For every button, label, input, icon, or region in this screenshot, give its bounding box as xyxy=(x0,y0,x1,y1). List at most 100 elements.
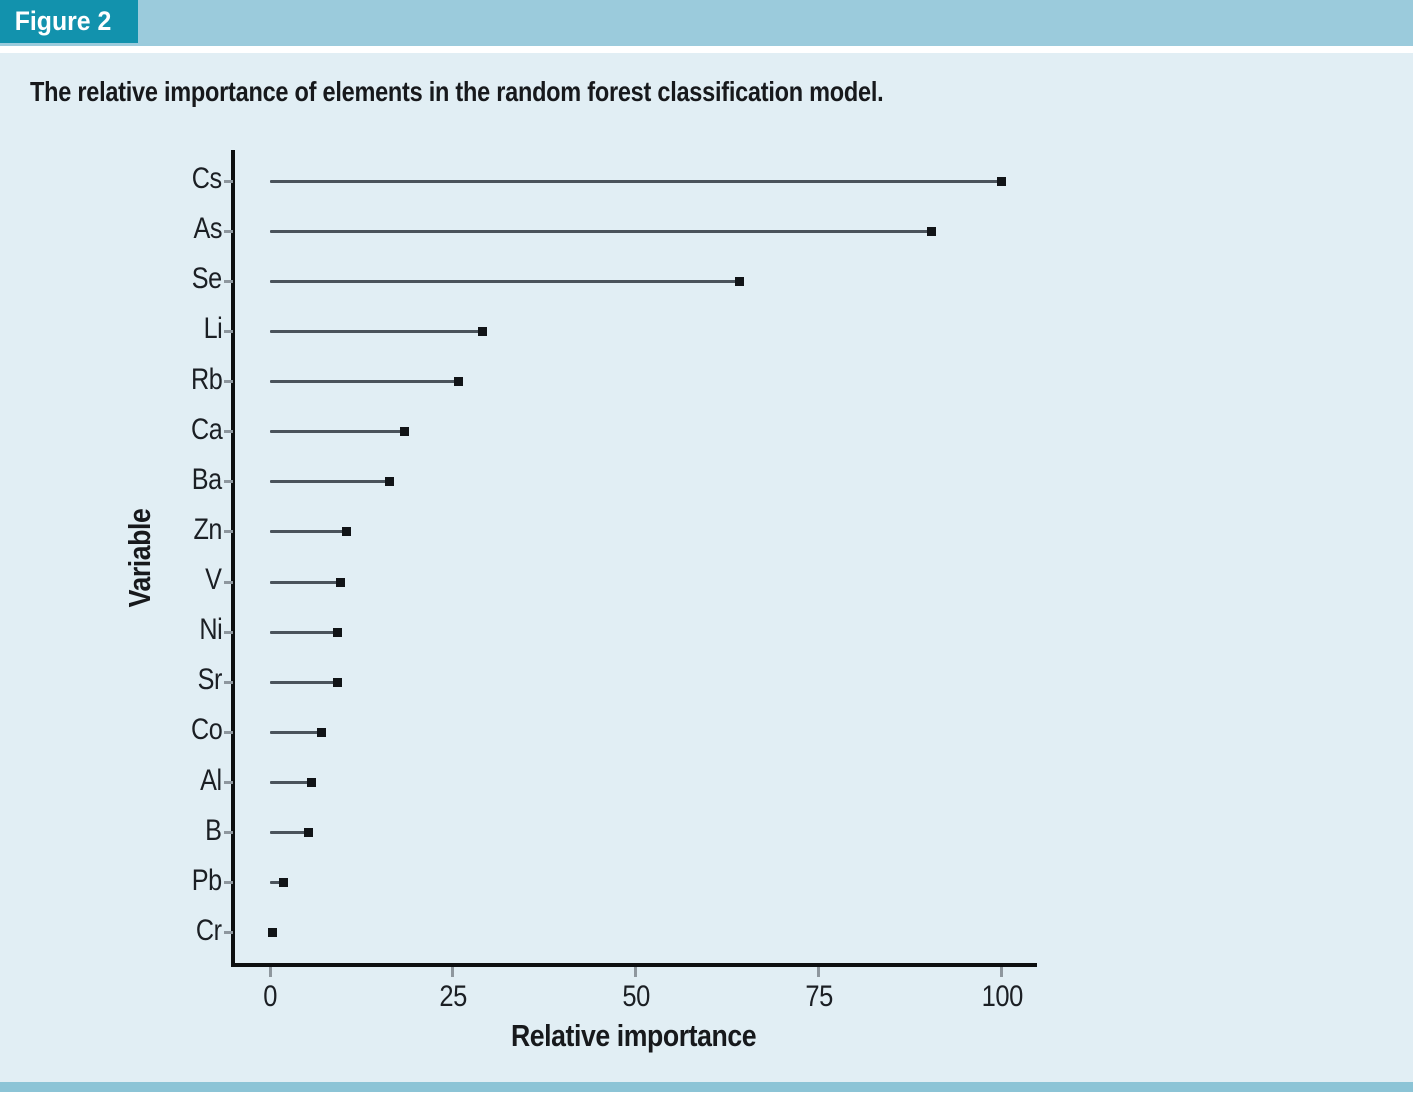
x-tick xyxy=(634,967,638,977)
lollipop-stem-cs xyxy=(270,179,1002,183)
header-band: Figure 2 xyxy=(0,0,1413,46)
category-label-al-text: Al xyxy=(200,763,222,797)
lollipop-dot-b xyxy=(304,828,314,838)
lollipop-dot-co xyxy=(317,727,327,737)
lollipop-dot-ni xyxy=(332,627,342,637)
x-tick xyxy=(817,967,821,977)
lollipop-dot-se xyxy=(735,276,745,286)
y-tick xyxy=(224,931,233,935)
y-tick xyxy=(224,580,233,584)
x-tick-label-25-text: 25 xyxy=(439,980,467,1013)
category-label-al: Al xyxy=(100,764,222,798)
category-label-sr: Sr xyxy=(100,663,223,697)
category-label-li-text: Li xyxy=(203,312,222,346)
lollipop-stem-al xyxy=(270,781,312,785)
y-tick xyxy=(224,781,233,785)
y-tick xyxy=(224,881,233,885)
category-label-b-text: B xyxy=(205,813,223,847)
lollipop-stem-li xyxy=(270,329,483,333)
category-label-v-text: V xyxy=(205,563,223,597)
category-label-b: B xyxy=(100,813,223,848)
y-tick xyxy=(224,229,233,233)
lollipop-stem-b xyxy=(270,831,309,835)
category-label-cs: Cs xyxy=(100,162,222,196)
figure-number-chip: Figure 2 xyxy=(0,0,138,43)
category-label-ba-text: Ba xyxy=(192,462,222,496)
lollipop-dot-ba xyxy=(384,477,394,487)
x-axis-title-text: Relative importance xyxy=(511,1018,757,1053)
lollipop-dot-rb xyxy=(454,377,464,387)
lollipop-stem-rb xyxy=(270,380,459,384)
x-tick-label-50-text: 50 xyxy=(622,980,650,1013)
lollipop-stem-zn xyxy=(270,530,347,534)
category-label-v: V xyxy=(100,563,223,597)
x-tick-label-0-text: 0 xyxy=(263,980,277,1013)
y-tick xyxy=(224,630,233,634)
lollipop-stem-v xyxy=(270,580,341,584)
y-tick xyxy=(224,530,233,534)
figure-number-label: Figure 2 xyxy=(14,6,112,36)
y-tick xyxy=(224,380,233,384)
category-label-ca-text: Ca xyxy=(190,412,223,446)
figure-content-area xyxy=(0,53,1413,1082)
category-label-ba: Ba xyxy=(100,463,222,497)
y-tick xyxy=(224,831,233,835)
category-label-as-text: As xyxy=(193,212,222,246)
category-label-rb-text: Rb xyxy=(190,362,223,396)
y-tick xyxy=(224,480,233,484)
lollipop-dot-zn xyxy=(342,527,352,537)
lollipop-dot-pb xyxy=(278,878,288,888)
x-axis-title: Relative importance xyxy=(434,1018,834,1054)
y-tick xyxy=(224,179,233,183)
lollipop-stem-sr xyxy=(270,680,338,684)
lollipop-stem-pb xyxy=(270,881,284,885)
category-label-ca: Ca xyxy=(100,412,223,447)
x-tick-label-100-text: 100 xyxy=(981,980,1023,1013)
category-label-pb: Pb xyxy=(100,864,222,898)
lollipop-stem-se xyxy=(270,279,740,283)
category-label-pb-text: Pb xyxy=(192,863,222,897)
y-tick xyxy=(224,329,233,333)
category-label-cs-text: Cs xyxy=(192,162,222,195)
category-label-cr: Cr xyxy=(100,914,222,948)
x-tick xyxy=(1000,967,1004,977)
chart-title: The relative importance of elements in t… xyxy=(30,76,884,107)
y-axis-title: Variable xyxy=(122,508,157,608)
y-tick xyxy=(224,430,233,434)
footer-band xyxy=(0,1082,1413,1092)
x-axis-line xyxy=(231,963,1037,967)
y-tick xyxy=(224,680,233,684)
x-tick-label-75: 75 xyxy=(759,980,879,1014)
lollipop-dot-al xyxy=(307,778,317,788)
lollipop-stem-ca xyxy=(270,430,405,434)
x-tick-label-0: 0 xyxy=(210,980,330,1014)
category-label-ni-text: Ni xyxy=(199,613,222,647)
x-tick xyxy=(451,967,455,977)
lollipop-stem-ba xyxy=(270,480,390,484)
category-label-zn-text: Zn xyxy=(193,512,222,546)
category-label-li: Li xyxy=(100,312,222,346)
category-label-cr-text: Cr xyxy=(196,913,222,947)
category-label-rb: Rb xyxy=(100,362,223,397)
y-axis-line xyxy=(231,150,235,966)
category-label-co-text: Co xyxy=(190,713,223,747)
lollipop-dot-sr xyxy=(332,677,342,687)
category-label-sr-text: Sr xyxy=(197,663,223,697)
lollipop-dot-cr xyxy=(267,928,277,938)
category-label-as: As xyxy=(100,212,222,246)
x-tick-label-100: 100 xyxy=(942,980,1062,1014)
lollipop-dot-v xyxy=(336,577,346,587)
lollipop-dot-cs xyxy=(997,176,1007,186)
lollipop-stem-co xyxy=(270,730,322,734)
x-tick-label-50: 50 xyxy=(576,980,696,1014)
lollipop-dot-as xyxy=(927,226,937,236)
x-tick xyxy=(268,967,272,977)
lollipop-dot-li xyxy=(477,326,487,336)
lollipop-dot-ca xyxy=(400,427,410,437)
y-tick xyxy=(224,279,233,283)
x-tick-label-25: 25 xyxy=(393,980,513,1014)
category-label-se: Se xyxy=(100,262,222,296)
x-tick-label-75-text: 75 xyxy=(805,980,833,1013)
category-label-se-text: Se xyxy=(192,262,222,296)
